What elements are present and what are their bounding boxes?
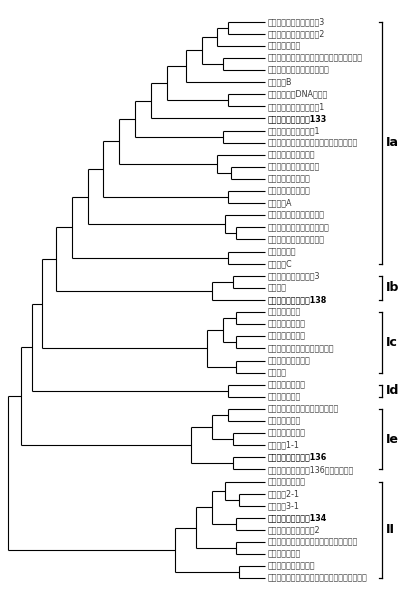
Text: 山形西高校会館前: 山形西高校会館前: [268, 428, 306, 437]
Text: 岡山・総合グラウンド1: 岡山・総合グラウンド1: [268, 126, 320, 135]
Text: 静岡・農研機構果茶研宮前: 静岡・農研機構果茶研宮前: [268, 235, 325, 244]
Text: 岡山・総合グラウンド3: 岡山・総合グラウンド3: [268, 271, 320, 280]
Text: 島根大学2-1: 島根大学2-1: [268, 489, 300, 498]
Text: 東京・上野恐螢公園133: 東京・上野恐螢公園133: [268, 114, 327, 123]
Text: 京都府大A: 京都府大A: [268, 199, 292, 208]
Text: 奈良・近畿大学: 奈良・近畿大学: [268, 41, 301, 50]
Text: 新潟大学: 新潟大学: [268, 283, 287, 292]
Text: 広島大学: 広島大学: [268, 368, 287, 377]
Text: 青森・弘前公園（国内最長对とされる樹）: 青森・弘前公園（国内最長对とされる樹）: [268, 138, 358, 147]
Text: Ie: Ie: [386, 433, 399, 446]
Text: 千葉・かずさDNA研究所: 千葉・かずさDNA研究所: [268, 90, 328, 99]
Text: 香川・桃綾公園: 香川・桃綾公園: [268, 550, 301, 559]
Text: 宮崎・母智丘公園の並月3: 宮崎・母智丘公園の並月3: [268, 17, 325, 26]
Text: 宮崎・母智丘公園の並月2: 宮崎・母智丘公園の並月2: [268, 29, 325, 38]
Text: 静岡・農研機構果茶研（米国からの里帰り）: 静岡・農研機構果茶研（米国からの里帰り）: [268, 53, 363, 62]
Text: 山形大学教育学部: 山形大学教育学部: [268, 320, 306, 329]
Text: 山形・霺城公園の北門石垣堀: 山形・霺城公園の北門石垣堀: [268, 65, 330, 74]
Text: Ib: Ib: [386, 281, 399, 295]
Text: 山梨・甲府南高校: 山梨・甲府南高校: [268, 332, 306, 341]
Text: 東京・上野恐螢公園138: 東京・上野恐螢公園138: [268, 295, 327, 304]
Text: 東京・上野恐螢公園134: 東京・上野恐螢公園134: [268, 514, 327, 523]
Text: 広島・被爆桜: 広島・被爆桜: [268, 247, 296, 256]
Text: 静岡・農研機構果茶研宿舎横: 静岡・農研機構果茶研宿舎横: [268, 223, 330, 232]
Text: 京都府大C: 京都府大C: [268, 259, 293, 268]
Text: 島根大学1-1: 島根大学1-1: [268, 441, 300, 450]
Text: 宮崎・母智丘公園１: 宮崎・母智丘公園１: [268, 175, 311, 184]
Text: 茨城・農研機構野花研: 茨城・農研機構野花研: [268, 150, 315, 159]
Text: 青森・弘前公園（最長对とされる樹と同年代）: 青森・弘前公園（最長对とされる樹と同年代）: [268, 574, 367, 583]
Text: 岩手・高松公園: 岩手・高松公園: [268, 392, 301, 401]
Text: 青森・弘前公園（日本一太いとされる樹）: 青森・弘前公園（日本一太いとされる樹）: [268, 538, 358, 547]
Text: 宮崎・母智丘公園の並月1: 宮崎・母智丘公園の並月1: [268, 102, 325, 111]
Text: 東京・上野恐螢公園136（反復分析）: 東京・上野恐螢公園136（反復分析）: [268, 465, 354, 474]
Text: 東京・上野恐螢公園136: 東京・上野恐螢公園136: [268, 453, 327, 462]
Text: 山形・霺城公園の若木: 山形・霺城公園の若木: [268, 562, 315, 571]
Text: Ia: Ia: [386, 136, 399, 149]
Text: 島根大学3-1: 島根大学3-1: [268, 501, 300, 510]
Text: 静岡・農研機構果茶研東門: 静岡・農研機構果茶研東門: [268, 211, 325, 220]
Text: 岡山・総合グラウンド2: 岡山・総合グラウンド2: [268, 526, 321, 535]
Text: Ic: Ic: [386, 336, 398, 349]
Text: 福岡・舞鶴公園: 福岡・舞鶴公園: [268, 416, 301, 425]
Text: 山梨・国母公園: 山梨・国母公園: [268, 308, 301, 317]
Text: 山梨・熊野神社入口: 山梨・熊野神社入口: [268, 187, 311, 196]
Text: 宮崎・母智丘公園２: 宮崎・母智丘公園２: [268, 356, 311, 365]
Text: 栃木・宇都宮大学陽東キャンパス: 栃木・宇都宮大学陽東キャンパス: [268, 404, 339, 413]
Text: II: II: [386, 523, 395, 536]
Text: 山梨・熊野神社島居付近: 山梨・熊野神社島居付近: [268, 163, 320, 172]
Text: 愛知・名古屋大学: 愛知・名古屋大学: [268, 477, 306, 486]
Text: 山形西高校校門前: 山形西高校校門前: [268, 380, 306, 389]
Text: 京都府大B: 京都府大B: [268, 77, 292, 86]
Text: 栃木・宇都宮大学峰キャンパス: 栃木・宇都宮大学峰キャンパス: [268, 344, 334, 353]
Text: Id: Id: [386, 384, 399, 397]
